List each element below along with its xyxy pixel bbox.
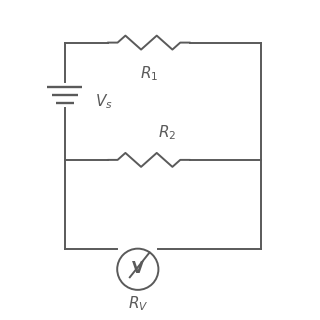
Text: $R_1$: $R_1$ (140, 65, 158, 84)
Text: $V_s$: $V_s$ (95, 92, 113, 111)
Text: $R_V$: $R_V$ (128, 295, 148, 313)
Text: $R_2$: $R_2$ (158, 124, 177, 142)
Text: $\mathbf{V}$: $\mathbf{V}$ (131, 260, 145, 276)
